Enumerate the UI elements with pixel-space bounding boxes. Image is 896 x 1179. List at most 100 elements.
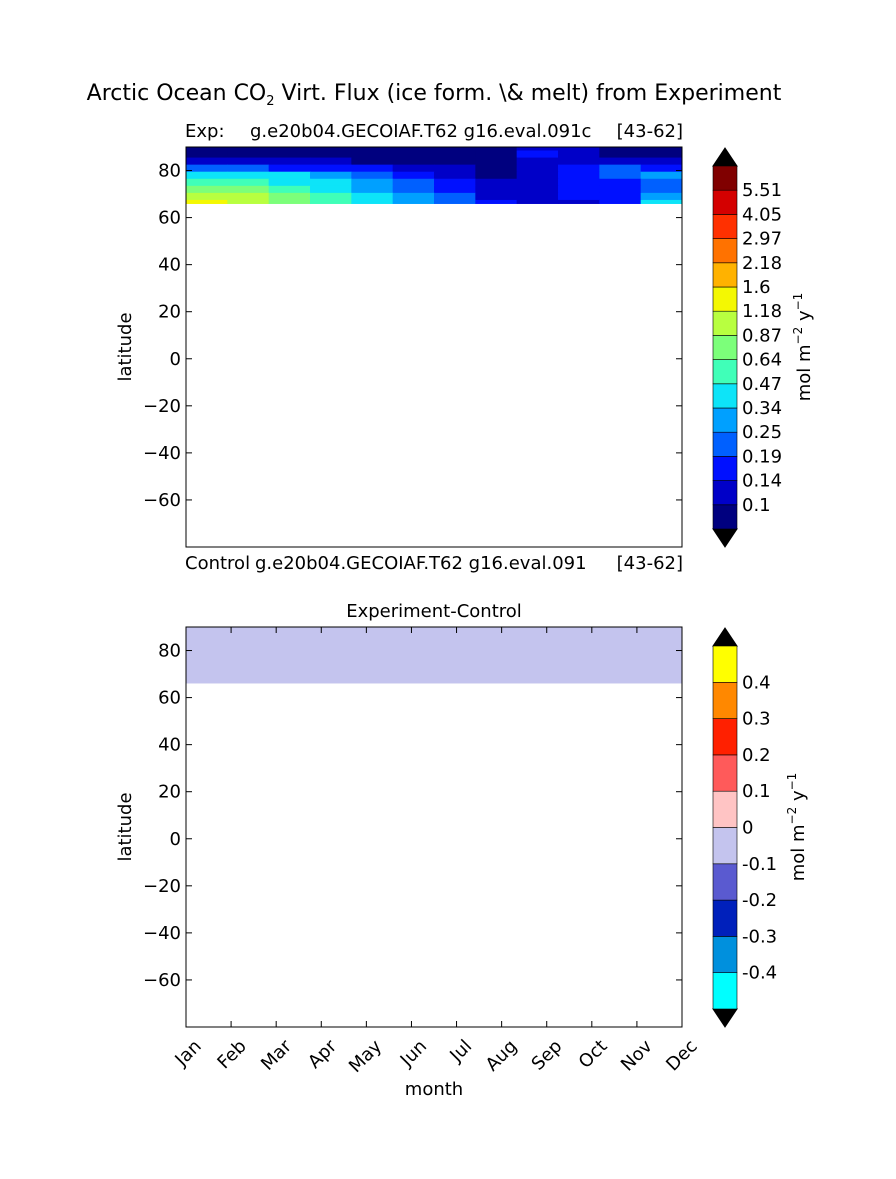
difference-x-ticks: Jan Feb Mar Apr May Jun Jul Aug Sep Oct Nov Dec [171,627,702,1077]
field-cell [392,150,435,159]
y-tick-label: 60 [158,688,181,709]
colorbar-segment [712,407,738,433]
field-cell [186,185,228,194]
x-tick-label: Jul [445,1036,476,1067]
field-cell [434,157,476,166]
field-cell [351,147,394,152]
field-cell [558,178,600,187]
field-cell [351,192,394,201]
field-cell [392,185,435,194]
colorbar-tick-label: -0.4 [742,963,777,984]
y-tick-label: −20 [143,396,181,417]
colorbar-tick-label: 0.3 [742,709,771,730]
field-cell [640,150,683,159]
field-cell [640,164,683,173]
field-cell [186,178,228,187]
field-cell [475,150,518,159]
field-cell [475,178,518,187]
field-cell [227,199,270,204]
y-tick-label: 60 [158,208,181,229]
y-tick-label: 20 [158,782,181,803]
field-cell [475,147,518,152]
figure-title-rest: Virt. Flux (ice form. \& melt) from Expe… [275,81,782,106]
colorbar-segment [712,681,738,719]
field-cell [640,185,683,194]
field-cell [558,150,600,159]
field-cell [268,199,311,204]
field-cell [351,150,394,159]
field-cell [310,178,352,187]
field-cell [599,147,642,152]
field-cell [434,192,476,201]
field-cell [599,157,642,166]
experiment-field [186,147,683,204]
field-cell [310,147,352,152]
field-cell [558,164,600,173]
colorbar-segment [712,286,738,312]
field-cell [640,199,683,204]
colorbar-tick-label: 0.19 [742,446,782,467]
field-cell [186,192,228,201]
field-cell [434,171,476,180]
colorbar-segment [712,238,738,264]
field-cell [268,157,311,166]
colorbar-tick-label: 0.34 [742,398,782,419]
control-label-right: [43-62] [617,553,683,574]
field-cell [475,199,518,204]
colorbar-tick-label: 0.64 [742,350,782,371]
colorbar-segment [712,790,738,828]
difference-title: Experiment-Control [346,601,522,622]
colorbar-segment [712,335,738,360]
colorbar-segment [712,645,738,683]
field-cell [516,178,559,187]
colorbar-tick-label: 0.47 [742,374,782,395]
colorbar-segment [712,456,738,481]
difference-field [186,627,682,684]
y-tick-label: 0 [170,829,181,850]
difference-axes-frame [185,626,683,1028]
field-cell [516,157,559,166]
experiment-axes-frame [185,146,683,548]
field-cell [227,178,270,187]
field-cell [227,185,270,194]
field-cell [516,164,559,173]
y-tick-label: −20 [143,876,181,897]
field-cell [227,147,270,152]
x-tick-label: Sep [528,1036,567,1075]
field-cell [516,150,559,159]
field-cell [227,171,270,180]
field-cell [516,185,559,194]
field-cell [392,192,435,201]
field-cell [640,171,683,180]
y-tick-label: 40 [158,735,181,756]
colorbar-tick-label: 0.25 [742,422,782,443]
field-cell [434,150,476,159]
x-tick-label: Aug [482,1036,522,1076]
y-tick-label: −60 [143,490,181,511]
colorbar-extend-high [712,627,738,647]
colorbar-tick-label: 0.1 [742,781,771,802]
field-cell [351,178,394,187]
field-cell [599,150,642,159]
field-cell [640,192,683,201]
colorbar-tick-label: 0 [742,818,753,839]
exp-title-center: g.e20b04.GECOIAF.T62 g16.eval.091c [250,121,591,142]
colorbar-segment [712,972,738,1010]
field-cell [186,147,228,152]
difference-field-band [186,627,682,684]
field-cell [392,157,435,166]
colorbar-tick-label: 1.18 [742,301,782,322]
colorbar-segment [712,899,738,937]
difference-x-label: month [405,1079,463,1100]
colorbar-segment [712,383,738,409]
field-cell [599,171,642,180]
experiment-panel: Exp: g.e20b04.GECOIAF.T62 g16.eval.091c … [115,121,815,574]
field-cell [640,147,683,152]
colorbar-tick-label: -0.1 [742,854,777,875]
field-cell [599,192,642,201]
field-cell [599,185,642,194]
colorbar-extend-high [712,147,738,167]
colorbar-segment [712,431,738,457]
colorbar-extend-low [712,1008,738,1028]
